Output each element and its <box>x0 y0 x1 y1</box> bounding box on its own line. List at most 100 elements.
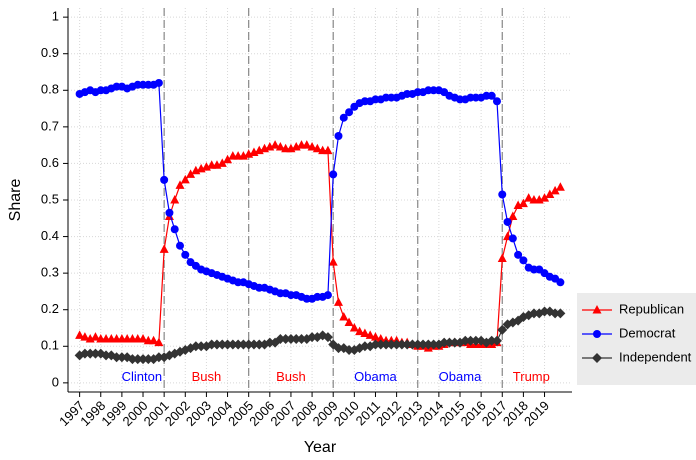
data-point <box>470 335 481 346</box>
y-tick-label: 0.9 <box>41 45 59 60</box>
data-point <box>428 339 439 350</box>
data-point <box>339 113 348 122</box>
data-point <box>498 190 507 199</box>
y-tick-label: 0.7 <box>41 118 59 133</box>
data-point <box>132 354 143 365</box>
data-point <box>370 339 381 350</box>
series-line <box>79 144 561 349</box>
data-point <box>138 333 148 343</box>
data-point <box>460 335 471 346</box>
data-point <box>206 339 217 350</box>
data-point <box>222 339 233 350</box>
data-point <box>556 278 565 287</box>
y-tick-label: 0.3 <box>41 265 59 280</box>
data-point <box>545 189 555 199</box>
data-point <box>540 193 550 202</box>
x-tick-label: 2019 <box>521 398 552 429</box>
data-point <box>186 169 196 178</box>
data-point <box>154 78 163 87</box>
data-point <box>153 352 164 363</box>
period-label: Obama <box>439 369 482 384</box>
data-point <box>211 339 222 350</box>
period-label: Bush <box>276 369 306 384</box>
data-point <box>80 332 90 341</box>
data-point <box>339 312 349 321</box>
y-tick-label: 0.1 <box>41 338 59 353</box>
data-point <box>312 143 322 153</box>
data-point <box>550 308 561 319</box>
y-axis-label: Share <box>7 179 24 222</box>
data-point <box>519 256 528 265</box>
y-tick-label: 1 <box>52 9 59 24</box>
data-point <box>196 341 207 352</box>
data-point <box>524 193 534 202</box>
data-point <box>227 339 238 350</box>
data-point <box>528 308 539 319</box>
data-point <box>365 330 375 339</box>
data-point <box>412 339 423 350</box>
data-point <box>444 337 455 348</box>
data-point <box>349 323 359 332</box>
data-point <box>465 335 476 346</box>
data-point <box>333 343 344 354</box>
data-point <box>355 326 365 336</box>
data-point <box>391 339 402 350</box>
data-point <box>116 352 127 363</box>
data-point <box>275 141 285 151</box>
data-point <box>217 158 227 167</box>
data-point <box>508 211 518 220</box>
data-point <box>329 170 338 179</box>
data-point <box>233 339 244 350</box>
data-point <box>154 337 164 347</box>
data-point <box>160 175 169 184</box>
data-point <box>418 339 429 350</box>
series-line <box>79 82 561 300</box>
period-label: Clinton <box>122 369 162 384</box>
data-point <box>138 354 149 365</box>
data-point <box>555 182 565 191</box>
data-point <box>280 333 291 344</box>
data-point <box>508 234 517 243</box>
data-point <box>514 250 523 259</box>
data-point <box>176 241 184 250</box>
data-point <box>550 185 560 195</box>
data-point <box>302 140 312 149</box>
data-point <box>75 330 85 339</box>
legend-marker <box>592 305 602 314</box>
data-point <box>386 339 397 350</box>
data-point <box>497 253 507 263</box>
data-point <box>79 348 90 359</box>
data-point <box>322 332 333 343</box>
data-point <box>243 339 254 350</box>
data-point <box>127 354 138 365</box>
data-point <box>323 291 332 300</box>
data-point <box>375 339 386 350</box>
data-point <box>111 352 122 363</box>
data-point <box>497 324 508 335</box>
data-point <box>270 140 280 149</box>
data-point <box>439 337 450 348</box>
data-point <box>85 348 96 359</box>
data-point <box>275 333 286 344</box>
data-point <box>334 132 343 140</box>
data-point <box>170 225 179 234</box>
data-point <box>402 339 413 350</box>
legend-label: Democrat <box>619 325 676 340</box>
period-label: Trump <box>513 369 550 384</box>
data-point <box>381 339 392 350</box>
data-point <box>555 308 566 319</box>
data-point <box>254 339 265 350</box>
data-point <box>143 354 154 365</box>
data-point <box>423 339 434 350</box>
data-point <box>90 332 100 341</box>
legend-label: Independent <box>619 349 692 364</box>
period-label: Bush <box>192 369 222 384</box>
legend-marker <box>592 353 602 363</box>
data-point <box>492 97 501 106</box>
data-point <box>449 337 460 348</box>
data-point <box>376 333 386 343</box>
data-point <box>181 250 190 259</box>
period-label: Obama <box>354 369 397 384</box>
data-point <box>486 335 497 346</box>
